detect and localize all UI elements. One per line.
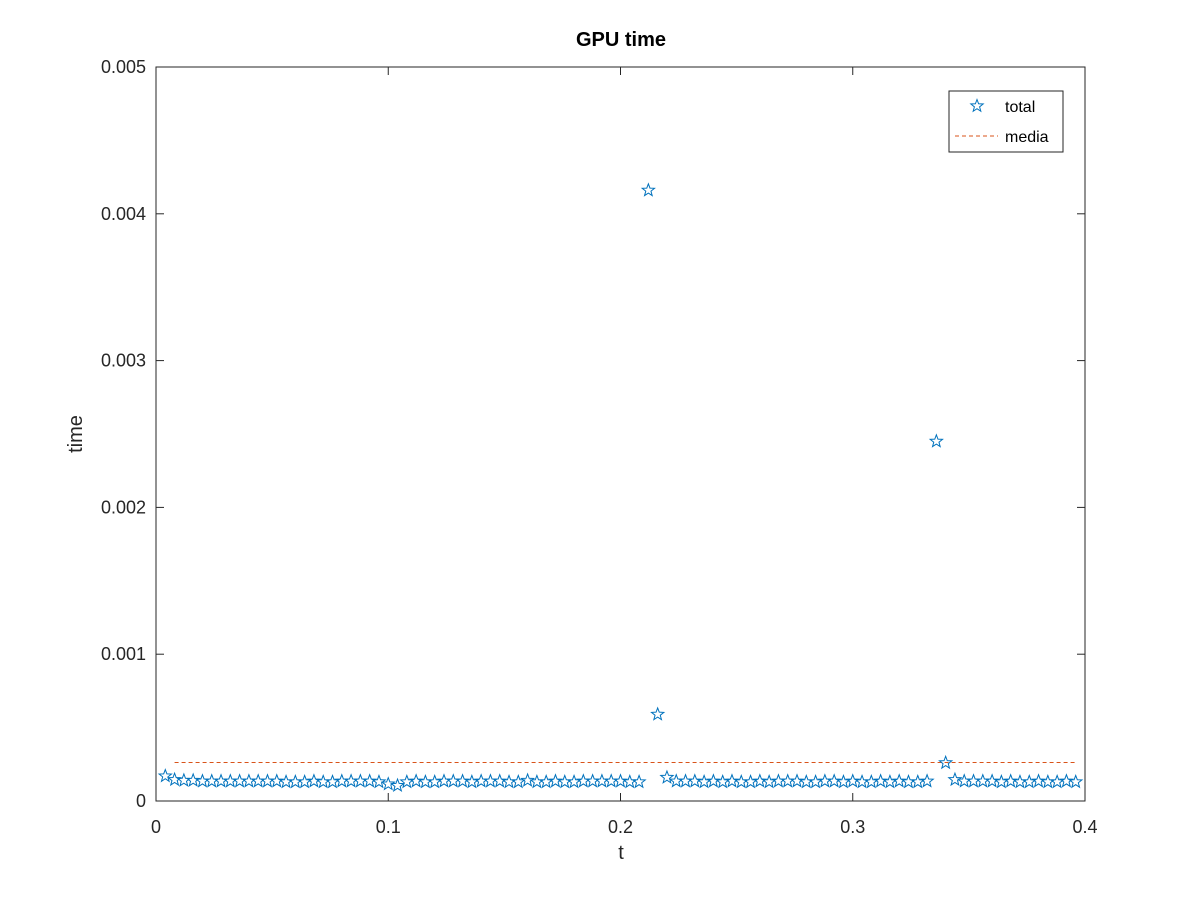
x-tick-label: 0 — [151, 817, 161, 837]
x-tick-label: 0.4 — [1072, 817, 1097, 837]
total-point — [873, 773, 889, 788]
total-point — [455, 773, 471, 788]
total-point — [919, 773, 935, 788]
y-axis-label: time — [65, 415, 87, 453]
total-point — [1003, 773, 1019, 788]
total-point — [938, 754, 954, 770]
total-point — [547, 773, 564, 788]
total-point — [752, 773, 768, 788]
y-tick-label: 0 — [136, 791, 146, 811]
x-tick-label: 0.1 — [376, 817, 401, 837]
total-point — [984, 773, 1000, 788]
legend: total media — [948, 90, 1064, 153]
total-point — [650, 706, 666, 721]
total-point — [687, 773, 703, 788]
total-point — [492, 773, 508, 788]
chart-title: GPU time — [576, 29, 666, 51]
y-tick-label: 0.001 — [101, 644, 146, 664]
total-point — [390, 777, 406, 792]
total-point — [612, 773, 629, 788]
total-point — [826, 773, 842, 788]
total-point — [947, 771, 963, 787]
y-tick-label: 0.002 — [101, 497, 146, 517]
legend-box — [948, 90, 1064, 153]
total-point — [928, 433, 944, 448]
total-point — [380, 776, 396, 791]
total-point — [631, 773, 647, 789]
total-point — [520, 772, 536, 787]
total-point — [705, 773, 721, 788]
total-point — [1068, 773, 1084, 789]
total-point — [659, 769, 675, 784]
x-tick-label: 0.3 — [840, 817, 865, 837]
legend-star-icon — [969, 98, 985, 113]
y-tick-label: 0.003 — [101, 351, 146, 371]
total-point — [306, 773, 322, 788]
total-point — [167, 771, 183, 787]
total-point — [157, 768, 173, 783]
total-point — [269, 773, 285, 788]
total-point — [845, 773, 861, 788]
series-layer — [157, 182, 1084, 792]
legend-total-label: total — [1005, 99, 1035, 116]
y-tick-label: 0.004 — [101, 204, 146, 224]
legend-total-marker-icon — [969, 98, 985, 113]
total-point — [1031, 773, 1047, 788]
axis-tick-labels: 0 0.1 0.2 0.3 0.4 0 0.001 0.002 0.003 0.004 0.005 — [101, 57, 1098, 837]
y-tick-label: 0.005 — [101, 57, 146, 77]
plot-area — [156, 67, 1085, 801]
total-point — [891, 773, 907, 788]
total-point — [724, 773, 740, 788]
total-point — [362, 773, 378, 788]
total-point — [1058, 773, 1074, 788]
total-point — [408, 773, 424, 788]
x-tick-label: 0.2 — [608, 817, 633, 837]
legend-media-label: media — [1005, 129, 1049, 146]
total-point — [371, 773, 387, 789]
total-point — [789, 773, 805, 788]
total-point — [640, 182, 656, 197]
x-axis-label: t — [618, 842, 624, 864]
axes-box — [155, 66, 1086, 802]
total-point — [185, 772, 201, 787]
